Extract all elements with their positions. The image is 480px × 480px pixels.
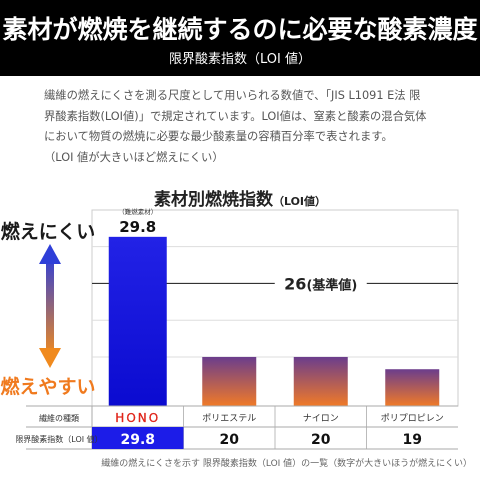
table-value: 29.8 [120,432,155,448]
hono-logo: HONO [115,411,160,425]
arrow-up-icon [39,244,61,264]
header-banner: 素材が燃焼を継続するのに必要な酸素濃度 限界酸素指数（LOI 値） [0,0,480,76]
description-text: 繊維の燃えにくさを測る尺度として用いられる数値で、「JIS L1091 E法 限… [44,86,444,168]
bar-2 [202,356,257,406]
reference-label-bg [274,272,367,295]
footnote: 繊維の燃えにくさを示す 限界酸素指数（LOI 値）の一覧（数字が大きいほうが燃え… [101,459,472,469]
scale-label-bottom: 燃えやすい [0,375,95,398]
description-line: 界酸素指数(LOI値)」で規定されています。LOI値は、窒素と酸素の混合気体 [44,109,427,123]
table-value: 19 [403,432,422,448]
chart-title-main: 素材別燃焼指数 [153,190,273,210]
table-value: 20 [311,432,331,448]
reference-value: 26 [284,274,306,293]
bar-3 [293,356,348,406]
page-title: 素材が燃焼を継続するのに必要な酸素濃度 [2,15,478,44]
arrow-down-icon [39,348,61,368]
bar-annotation: （難燃素材） [118,207,157,216]
bar-value-label: 29.8 [119,218,156,236]
table-row-header: 繊維の種類 [39,413,79,423]
category-label: ポリエステル [202,413,256,424]
table-row-header: 限界酸素指数（LOI 値） [15,434,102,444]
reference-suffix: (基準値) [306,277,357,293]
chart-title-unit: （LOI値） [272,195,327,208]
reference-label: 26(基準値) [284,274,357,293]
description-line: 繊維の燃えにくさを測る尺度として用いられる数値で、「JIS L1091 E法 限 [44,89,421,102]
bar-1 [108,236,167,406]
scale-arrow-shaft [46,256,54,356]
page-subtitle: 限界酸素指数（LOI 値） [169,52,311,67]
table-value: 20 [220,432,240,448]
bar-4 [385,369,440,406]
table-highlight-cell [92,427,184,449]
scale-label-top: 燃えにくい [1,220,96,243]
chart-title: 素材別燃焼指数（LOI値） [0,185,480,210]
description-line: （LOI 値が大きいほど燃えにくい） [44,150,224,164]
category-label: ナイロン [303,413,339,424]
description-line: において物質の燃焼に必要な最少酸素量の容積百分率で表されます。 [44,130,393,143]
category-label: ポリプロピレン [381,413,444,424]
